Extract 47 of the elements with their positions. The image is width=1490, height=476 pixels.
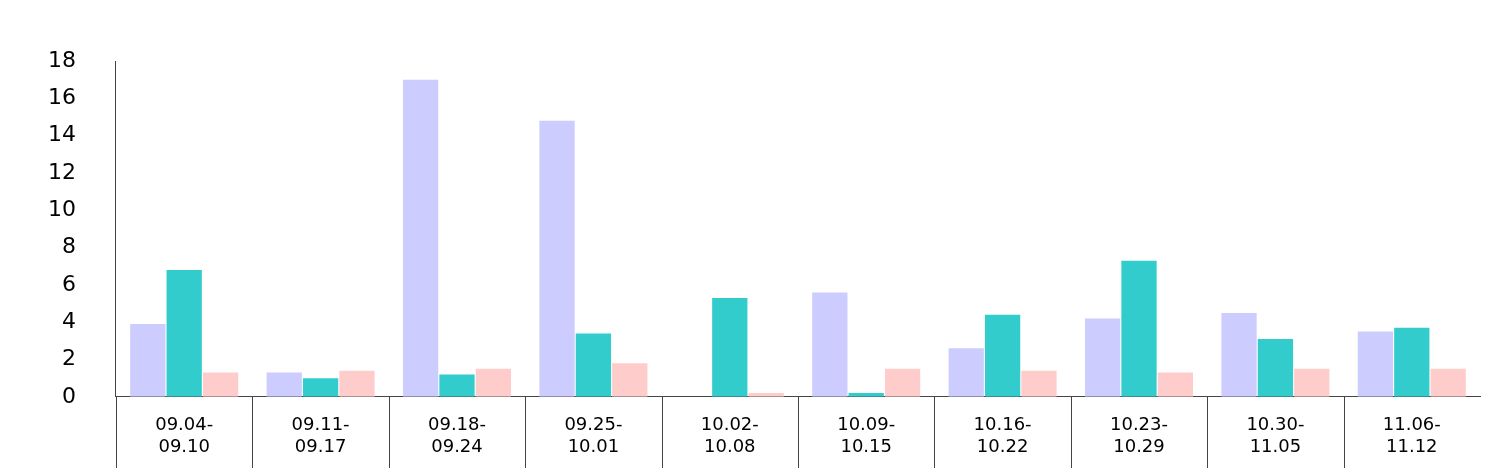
y-tick-label: 18 bbox=[47, 46, 76, 72]
x-tick-label: 09.04-09.10 bbox=[155, 413, 214, 456]
y-tick-label: 2 bbox=[61, 345, 76, 371]
y-tick-label: 0 bbox=[61, 382, 76, 408]
y-tick-label: 12 bbox=[47, 158, 76, 184]
x-tick-label: 11.06-11.12 bbox=[1382, 413, 1441, 456]
y-tick-label: 8 bbox=[61, 233, 76, 259]
bar bbox=[266, 372, 302, 397]
bar bbox=[812, 292, 848, 397]
x-tick-label: 10.09-10.15 bbox=[837, 413, 896, 456]
bar bbox=[475, 368, 512, 397]
bar bbox=[130, 324, 166, 397]
bar bbox=[884, 368, 921, 397]
bar bbox=[439, 374, 475, 397]
y-tick-label: 6 bbox=[61, 270, 76, 296]
bar bbox=[1257, 339, 1294, 397]
bar bbox=[612, 363, 648, 397]
bar bbox=[1121, 260, 1157, 397]
y-tick-label: 14 bbox=[47, 121, 76, 147]
bar bbox=[948, 348, 984, 397]
y-tick-label: 16 bbox=[47, 84, 76, 110]
x-tick-label: 09.25-10.01 bbox=[564, 413, 623, 456]
bar bbox=[1157, 372, 1194, 397]
bar bbox=[539, 120, 575, 397]
bar bbox=[712, 297, 748, 397]
bar bbox=[1294, 368, 1330, 397]
x-tick-label: 10.16-10.22 bbox=[973, 413, 1032, 456]
bar bbox=[1084, 318, 1121, 397]
x-tick-label: 09.11-09.17 bbox=[291, 413, 350, 456]
bar bbox=[402, 79, 439, 397]
x-tick-label: 10.02-10.08 bbox=[700, 413, 759, 456]
bar bbox=[166, 270, 202, 397]
y-tick-label: 4 bbox=[61, 307, 76, 333]
bar bbox=[575, 333, 612, 397]
bar bbox=[302, 378, 339, 397]
bar bbox=[984, 314, 1021, 397]
x-tick-label: 10.30-11.05 bbox=[1246, 413, 1305, 456]
bar bbox=[1221, 312, 1257, 397]
bar bbox=[1394, 327, 1430, 397]
x-tick-label: 09.18-09.24 bbox=[427, 413, 487, 456]
x-tick-label: 10.23-10.29 bbox=[1109, 413, 1169, 456]
bar bbox=[1021, 370, 1057, 397]
bar bbox=[339, 370, 375, 397]
y-tick-label: 10 bbox=[47, 196, 76, 222]
bar bbox=[202, 372, 239, 397]
bar bbox=[1430, 368, 1466, 397]
bar bbox=[1357, 331, 1394, 397]
